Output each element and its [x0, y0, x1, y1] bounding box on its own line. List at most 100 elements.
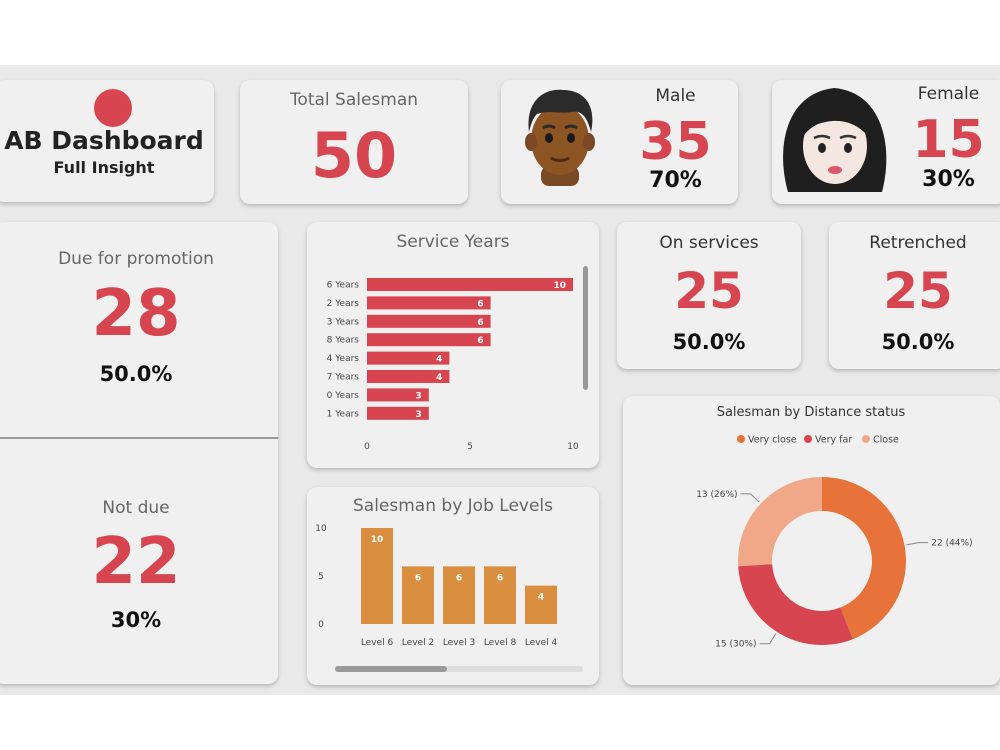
- total-salesman-card: Total Salesman 50: [240, 80, 468, 204]
- due-promotion-percent: 50.0%: [99, 362, 173, 386]
- job-levels-category-label: Level 6: [361, 638, 394, 648]
- brand-card: AB Dashboard Full Insight: [0, 80, 214, 202]
- service-years-data-label: 6: [477, 299, 483, 309]
- due-promotion-value: 28: [91, 277, 181, 351]
- male-value: 35: [639, 112, 712, 172]
- legend-label: Very far: [815, 435, 852, 446]
- donut-slice: [822, 477, 906, 640]
- donut-data-label: 13 (26%): [696, 490, 737, 500]
- service-years-data-label: 3: [416, 410, 422, 420]
- dashboard-title: AB Dashboard: [4, 126, 204, 155]
- male-label: Male: [655, 86, 696, 106]
- service-years-bar: [367, 406, 429, 420]
- job-levels-category-label: Level 4: [525, 638, 558, 648]
- legend-marker-icon: [862, 435, 870, 443]
- job-levels-data-label: 10: [371, 535, 384, 545]
- not-due-value: 22: [91, 525, 181, 599]
- service-years-bar: [367, 314, 491, 328]
- woman-emoji-icon: [783, 88, 887, 192]
- job-levels-bar: [484, 566, 516, 624]
- distance-status-title: Salesman by Distance status: [717, 405, 906, 420]
- job-levels-category-label: Level 2: [402, 638, 434, 648]
- donut-leader-line: [906, 542, 929, 546]
- job-levels-y-tick: 10: [315, 524, 327, 534]
- retrenched-label: Retrenched: [869, 233, 967, 253]
- distance-status-chart: Salesman by Distance status Very close Ver…: [696, 405, 972, 650]
- service-years-data-label: 6: [477, 336, 483, 346]
- female-label: Female: [917, 84, 980, 104]
- donut-leader-line: [759, 633, 777, 645]
- on-services-label: On services: [659, 233, 759, 253]
- male-percent: 70%: [649, 168, 702, 193]
- job-levels-title: Salesman by Job Levels: [353, 496, 553, 516]
- brand-dot-icon: [94, 89, 132, 127]
- female-value: 15: [912, 110, 985, 170]
- service-years-x-tick: 0: [364, 442, 370, 452]
- total-salesman-label: Total Salesman: [289, 90, 419, 110]
- legend-label: Close: [873, 435, 899, 446]
- job-levels-data-label: 4: [538, 593, 544, 603]
- job-levels-data-label: 6: [497, 573, 503, 583]
- job-levels-scrollbar[interactable]: [335, 666, 447, 672]
- female-card: Female 15 30%: [772, 80, 1000, 204]
- service-years-chart: 6 Years 10 2 Years 6 3 Years 6 8 Years 6 4 Years…: [327, 278, 579, 452]
- job-levels-scroll-track: [335, 666, 583, 672]
- retrenched-value: 25: [883, 262, 953, 320]
- service-years-x-tick: 5: [467, 442, 473, 452]
- on-services-card: On services 25 50.0%: [617, 222, 801, 369]
- job-levels-bar: [525, 585, 557, 624]
- job-levels-y-tick: 0: [318, 620, 324, 630]
- legend-label: Very close: [748, 435, 797, 446]
- donut-slice: [738, 477, 822, 567]
- man-emoji-icon: [525, 89, 595, 186]
- job-levels-category-label: Level 8: [484, 638, 517, 648]
- service-years-data-label: 3: [416, 391, 422, 401]
- due-promotion-label: Due for promotion: [58, 249, 214, 269]
- service-years-data-label: 4: [436, 373, 442, 383]
- service-years-bar: [367, 388, 429, 402]
- job-levels-bar: [361, 528, 393, 624]
- not-due-label: Not due: [102, 498, 170, 518]
- dashboard-subtitle: Full Insight: [53, 158, 155, 177]
- job-levels-data-label: 6: [456, 573, 462, 583]
- on-services-percent: 50.0%: [672, 330, 746, 354]
- donut-slice: [738, 564, 853, 645]
- retrenched-percent: 50.0%: [881, 330, 955, 354]
- retrenched-card: Retrenched 25 50.0%: [829, 222, 1000, 369]
- donut-data-label: 22 (44%): [931, 539, 972, 549]
- service-years-category-label: 1 Years: [327, 409, 360, 419]
- service-years-category-label: 7 Years: [327, 373, 360, 383]
- service-years-data-label: 6: [477, 318, 483, 328]
- job-levels-bar: [443, 566, 475, 624]
- service-years-bar: [367, 278, 573, 291]
- job-levels-category-label: Level 3: [443, 638, 475, 648]
- legend-marker-icon: [737, 435, 745, 443]
- legend-marker-icon: [804, 435, 812, 443]
- donut-leader-line: [740, 493, 760, 503]
- service-years-x-tick: 10: [567, 442, 579, 452]
- service-years-bar: [367, 370, 450, 383]
- service-years-scrollbar[interactable]: [583, 266, 588, 390]
- service-years-category-label: 4 Years: [327, 354, 360, 364]
- service-years-category-label: 6 Years: [327, 281, 360, 291]
- service-years-bar: [367, 351, 450, 365]
- job-levels-data-label: 6: [415, 573, 421, 583]
- female-percent: 30%: [922, 167, 975, 192]
- service-years-bar: [367, 296, 491, 310]
- job-levels-chart: 10 5 0 10 Level 6 6 Level 2 6 Level 3 6 Level 8 4 Le…: [315, 524, 558, 648]
- service-years-title: Service Years: [396, 232, 510, 252]
- male-card: Male 35 70%: [501, 80, 738, 204]
- donut-data-label: 15 (30%): [715, 640, 756, 650]
- distance-status-card: Salesman by Distance status Very close Ver…: [623, 396, 1000, 685]
- service-years-data-label: 4: [436, 355, 442, 365]
- service-years-category-label: 2 Years: [327, 299, 360, 309]
- service-years-card: Service Years 6 Years 10 2 Years 6 3 Years 6 8…: [307, 222, 599, 468]
- service-years-bar: [367, 333, 491, 347]
- service-years-category-label: 8 Years: [327, 336, 360, 346]
- on-services-value: 25: [674, 262, 744, 320]
- service-years-category-label: 3 Years: [327, 317, 360, 327]
- service-years-data-label: 10: [553, 281, 566, 291]
- service-years-category-label: 0 Years: [327, 391, 360, 401]
- job-levels-card: Salesman by Job Levels 10 5 0 10 Level 6 6 Lev…: [307, 487, 599, 685]
- job-levels-y-tick: 5: [318, 572, 324, 582]
